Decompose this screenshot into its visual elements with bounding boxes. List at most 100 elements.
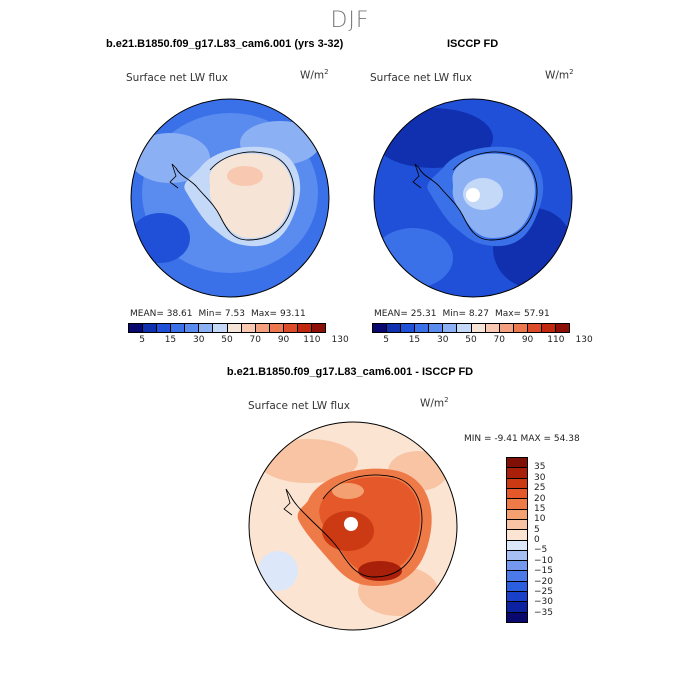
colorbar-tick-label: 50 (465, 335, 477, 345)
colorbar-swatch (507, 612, 527, 622)
colorbar-tick-label: 25 (534, 483, 546, 494)
colorbar-swatch (171, 324, 186, 332)
colorbar-swatch (255, 324, 270, 332)
diff-coast-patch (332, 483, 364, 499)
diff-colorbar-ticks: 35 30 25 20 15 10 5 0 −5 −10 −15 −20 −25 −30 −35 (534, 457, 574, 623)
diff-interior-patch (322, 511, 374, 551)
colorbar-swatch (401, 324, 416, 332)
colorbar-tick-label: 90 (521, 335, 534, 345)
season-title: DJF (330, 8, 370, 33)
obs-units-label: W/m2 (545, 68, 574, 82)
colorbar-swatch (415, 324, 430, 332)
diff-minmax: MIN = -9.41 MAX = 54.38 (464, 434, 580, 444)
colorbar-tick-label: −35 (534, 607, 553, 618)
model-colorbar-ticks: 5 15 30 50 70 90 110 130 (128, 333, 348, 345)
colorbar-swatch (507, 602, 527, 613)
diff-peninsula (283, 488, 293, 516)
colorbar-tick-label: 35 (534, 462, 546, 473)
colorbar-swatch (373, 324, 388, 332)
colorbar-tick-label: 15 (164, 335, 177, 345)
diff-pole-hole (344, 517, 358, 531)
diff-max-patch (358, 561, 402, 581)
diff-map-border (248, 421, 458, 631)
obs-pole-hole (466, 188, 480, 202)
model-colorbar: 5 15 30 50 70 90 110 130 (128, 323, 349, 345)
colorbar-swatch (507, 571, 527, 582)
colorbar-swatch (297, 324, 313, 332)
colorbar-tick-label: 70 (493, 335, 506, 345)
colorbar-tick-label: −5 (534, 545, 548, 556)
colorbar-swatch (556, 324, 570, 332)
obs-colorbar: 5 15 30 50 70 90 110 130 (372, 323, 593, 345)
colorbar-swatch (507, 581, 527, 593)
model-pacific-patch (131, 133, 210, 183)
diff-colorbar: 35 30 25 20 15 10 5 0 −5 −10 −15 −20 −25 −30 −35 (506, 457, 574, 623)
model-map-border (130, 98, 330, 298)
colorbar-swatch (513, 324, 528, 332)
colorbar-tick-label: −25 (534, 586, 553, 597)
colorbar-tick-label: 5 (534, 524, 540, 535)
obs-colorbar-ticks: 5 15 30 50 70 90 110 130 (372, 333, 592, 345)
obs-sw-patch (374, 228, 453, 288)
colorbar-swatch (429, 324, 444, 332)
model-stats: MEAN= 38.61 Min= 7.53 Max= 93.11 (130, 309, 306, 319)
colorbar-swatch (227, 324, 242, 332)
colorbar-tick-label: 5 (139, 335, 146, 345)
model-units-label: W/m2 (300, 68, 329, 82)
colorbar-swatch (269, 324, 284, 332)
colorbar-swatch (527, 324, 542, 332)
colorbar-swatch (199, 324, 214, 332)
colorbar-swatch (457, 324, 472, 332)
model-colorbar-swatches (128, 323, 326, 333)
colorbar-swatch (499, 324, 514, 332)
colorbar-swatch (241, 324, 256, 332)
colorbar-tick-label: 70 (249, 335, 262, 345)
colorbar-swatch (185, 324, 200, 332)
colorbar-tick-label: 50 (221, 335, 233, 345)
colorbar-swatch (507, 550, 527, 562)
colorbar-swatch (507, 488, 527, 500)
colorbar-swatch (507, 458, 527, 469)
colorbar-swatch (507, 509, 527, 520)
colorbar-swatch (157, 324, 172, 332)
colorbar-swatch (143, 324, 158, 332)
colorbar-swatch (129, 324, 144, 332)
colorbar-tick-label: −30 (534, 597, 553, 608)
obs-variable-label: Surface net LW flux (370, 72, 472, 84)
colorbar-swatch (387, 324, 402, 332)
obs-polar-map (373, 98, 573, 298)
obs-map-border (373, 98, 573, 298)
colorbar-swatch (507, 519, 527, 531)
colorbar-tick-label: 5 (383, 335, 390, 345)
model-variable-label: Surface net LW flux (126, 72, 228, 84)
obs-stats: MEAN= 25.31 Min= 8.27 Max= 57.91 (374, 309, 550, 319)
colorbar-tick-label: 30 (534, 472, 546, 483)
colorbar-tick-label: −20 (534, 576, 553, 587)
model-panel-title: b.e21.B1850.f09_g17.L83_cam6.001 (yrs 3-… (106, 38, 344, 50)
colorbar-swatch (485, 324, 500, 332)
colorbar-swatch (443, 324, 458, 332)
model-coastline (175, 151, 295, 241)
obs-coastline (418, 151, 538, 241)
diff-variable-label: Surface net LW flux (248, 400, 350, 412)
colorbar-tick-label: 110 (547, 335, 565, 345)
diff-coastline (289, 474, 423, 578)
colorbar-swatch (507, 499, 527, 510)
colorbar-tick-label: 30 (192, 335, 205, 345)
colorbar-swatch (312, 324, 326, 332)
diff-polar-map (248, 421, 458, 631)
colorbar-swatch (507, 561, 527, 572)
colorbar-tick-label: 90 (277, 335, 290, 345)
colorbar-tick-label: −15 (534, 566, 553, 577)
colorbar-tick-label: 30 (436, 335, 449, 345)
colorbar-swatch (507, 468, 527, 479)
diff-panel-title: b.e21.B1850.f09_g17.L83_cam6.001 - ISCCP… (226, 366, 474, 378)
diff-colorbar-swatches (506, 457, 528, 623)
colorbar-swatch (213, 324, 228, 332)
obs-peninsula (412, 163, 422, 189)
colorbar-tick-label: −10 (534, 555, 553, 566)
colorbar-swatch (507, 478, 527, 489)
diff-north-patch (258, 439, 358, 483)
colorbar-swatch (507, 592, 527, 603)
colorbar-tick-label: 15 (534, 503, 546, 514)
